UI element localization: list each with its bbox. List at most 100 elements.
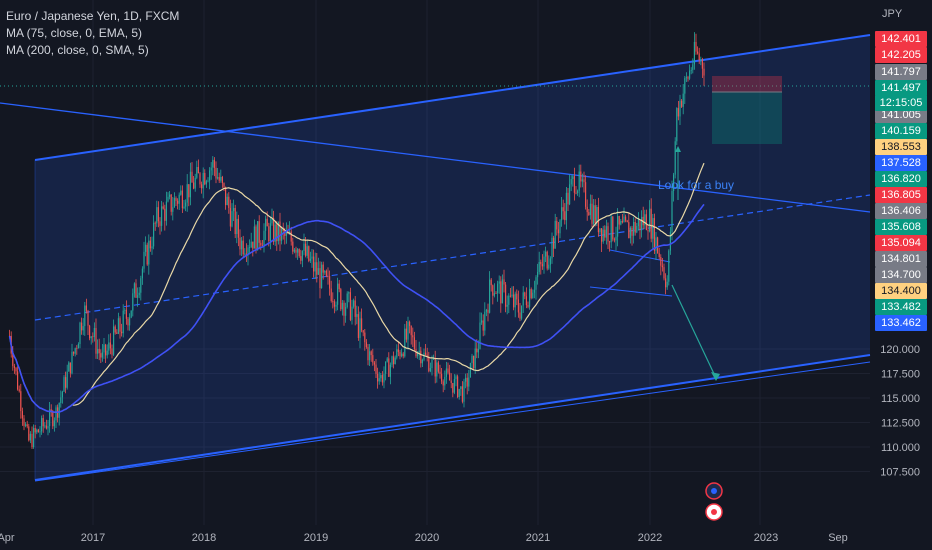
candle-body	[53, 420, 55, 427]
price-tag[interactable]: 142.205	[875, 47, 927, 63]
candle-body	[473, 355, 475, 369]
candle-body	[583, 179, 585, 183]
candle-body	[476, 348, 478, 353]
candle-body	[90, 336, 92, 339]
candle-body	[417, 352, 419, 357]
candle-body	[199, 173, 201, 185]
candle-body	[26, 424, 28, 427]
candle-body	[300, 256, 302, 261]
candle-body	[231, 211, 233, 227]
candle-body	[178, 194, 180, 204]
candle-body	[410, 325, 412, 336]
symbol-title[interactable]: Euro / Japanese Yen, 1D, FXCM	[6, 9, 180, 23]
candle-body	[503, 279, 505, 285]
ma-200-legend[interactable]: MA (200, close, 0, SMA, 5)	[6, 43, 149, 57]
candle-body	[549, 258, 551, 265]
candle-body	[508, 295, 510, 305]
candle-body	[588, 212, 590, 216]
price-tag[interactable]: 134.400	[875, 283, 927, 299]
price-tag[interactable]: 137.528	[875, 155, 927, 171]
candle-body	[389, 364, 391, 377]
candle-body	[202, 173, 204, 189]
price-tag[interactable]: 138.553	[875, 139, 927, 155]
candle-body	[89, 325, 91, 339]
candle-body	[63, 377, 65, 392]
candle-body	[415, 349, 417, 357]
price-tag[interactable]: 136.820	[875, 171, 927, 187]
candle-body	[221, 176, 223, 184]
candle-body	[213, 159, 215, 168]
candle-body	[455, 376, 457, 380]
candle-body	[617, 216, 619, 237]
price-tag[interactable]: 134.700	[875, 267, 927, 283]
ma-75-legend[interactable]: MA (75, close, 0, EMA, 5)	[6, 26, 143, 40]
candle-body	[383, 373, 385, 383]
pattern-line	[609, 249, 671, 263]
candle-body	[701, 59, 703, 69]
candle-body	[346, 293, 348, 308]
candle-body	[313, 256, 315, 272]
candle-body	[68, 362, 70, 372]
price-tag[interactable]: 133.462	[875, 315, 927, 331]
price-tag[interactable]: 133.482	[875, 299, 927, 315]
candle-body	[633, 221, 635, 236]
candle-body	[697, 51, 699, 54]
candle-body	[276, 224, 278, 242]
candle-body	[623, 216, 625, 223]
candle-body	[425, 352, 427, 355]
candle-body	[237, 218, 239, 238]
candle-body	[297, 249, 299, 253]
candle-body	[183, 206, 185, 209]
price-tag[interactable]: 136.406	[875, 203, 927, 219]
candle-body	[644, 214, 646, 226]
descending-trendline	[0, 102, 871, 213]
candle-body	[20, 391, 22, 412]
candle-body	[546, 251, 548, 269]
candle-body	[207, 180, 209, 182]
price-tag[interactable]: 141.497	[875, 80, 927, 96]
y-tick-label: 117.500	[881, 369, 920, 381]
candle-body	[82, 326, 84, 331]
candle-body	[559, 220, 561, 234]
candle-body	[117, 318, 119, 334]
candle-body	[575, 192, 577, 194]
candle-body	[162, 206, 164, 209]
candle-body	[513, 294, 515, 308]
price-tag[interactable]: 135.094	[875, 235, 927, 251]
price-tag[interactable]: 142.401	[875, 31, 927, 47]
price-tag[interactable]: 141.797	[875, 64, 927, 80]
x-tick-label: 2018	[191, 532, 217, 544]
candle-body	[285, 231, 287, 236]
candle-body	[655, 237, 657, 251]
price-tag[interactable]: 134.801	[875, 251, 927, 267]
candles-layer	[9, 32, 705, 449]
candle-body	[269, 223, 271, 242]
candle-body	[671, 191, 673, 232]
candle-body	[530, 289, 532, 299]
price-tag[interactable]: 135.608	[875, 219, 927, 235]
candle-body	[367, 347, 369, 361]
x-tick-label: 2017	[80, 532, 106, 544]
candle-body	[545, 251, 547, 257]
candle-body	[514, 293, 516, 308]
candle-body	[316, 262, 318, 275]
candle-body	[332, 300, 334, 302]
candle-body	[341, 302, 343, 310]
candle-body	[551, 237, 553, 259]
candle-body	[445, 368, 447, 377]
candle-body	[77, 344, 79, 349]
candle-body	[191, 171, 193, 183]
candle-body	[225, 186, 227, 206]
candle-body	[253, 226, 255, 249]
candle-body	[357, 314, 359, 338]
candle-body	[519, 312, 521, 319]
candle-body	[74, 348, 76, 354]
price-tag[interactable]: 141.005	[875, 107, 927, 123]
price-tag[interactable]: 140.159	[875, 123, 927, 139]
price-axis[interactable]: 120.000 117.500 115.000 112.500 110.000 107.5…	[880, 344, 920, 479]
price-tag[interactable]: 136.805	[875, 187, 927, 203]
candle-body	[141, 268, 143, 279]
candle-body	[164, 208, 166, 221]
chart-legend: Euro / Japanese Yen, 1D, FXCM MA (75, cl…	[6, 8, 179, 59]
